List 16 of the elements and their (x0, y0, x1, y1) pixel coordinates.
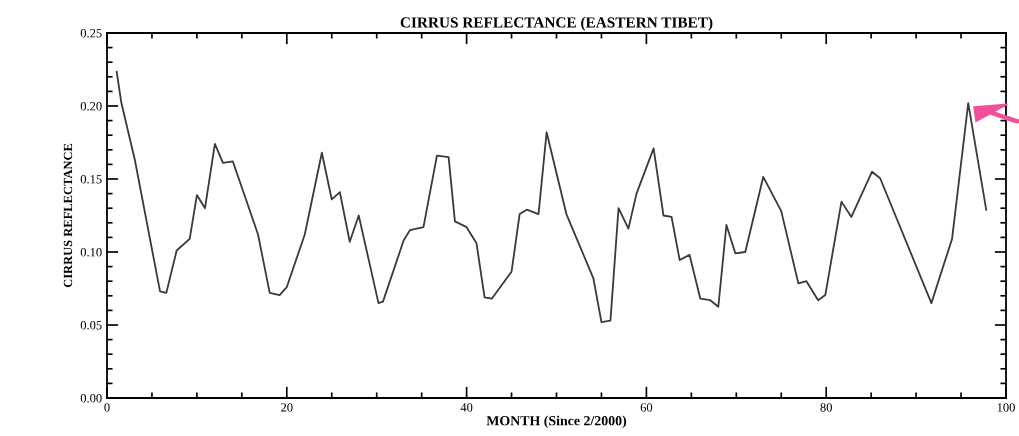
x-tick-label: 40 (460, 403, 473, 412)
y-tick-label: 0.20 (80, 102, 102, 111)
y-tick-label: 0.05 (80, 321, 102, 330)
x-tick-label: 100 (997, 403, 1015, 412)
y-axis-title: CIRRUS REFLECTANCE (63, 143, 73, 288)
x-tick-label: 0 (104, 403, 110, 412)
y-tick-label: 0.25 (80, 29, 102, 38)
line-series (115, 70, 988, 323)
chart-title: CIRRUS REFLECTANCE (EASTERN TIBET) (400, 16, 713, 31)
x-tick-label: 20 (281, 403, 293, 412)
y-tick-label: 0.00 (80, 394, 102, 403)
x-tick-label: 60 (640, 403, 653, 412)
x-tick-label: 80 (820, 403, 832, 412)
y-tick-label: 0.15 (80, 175, 102, 184)
y-tick-label: 0.10 (80, 248, 102, 257)
x-axis-title: MONTH (Since 2/2000) (486, 415, 627, 429)
